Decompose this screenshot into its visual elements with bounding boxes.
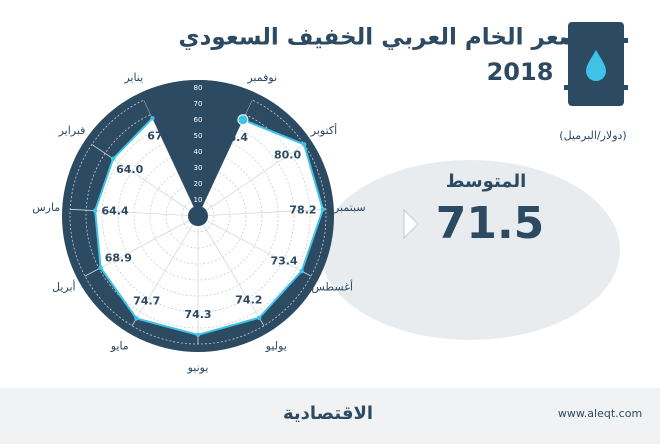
month-label: مايو: [110, 339, 129, 352]
footer-website: www.aleqt.com: [558, 407, 642, 420]
barrel-icon: [564, 22, 628, 106]
chart-title: سعر الخام العربي الخفيف السعودي: [179, 25, 582, 51]
grid-spoke: [131, 215, 199, 326]
grid-spoke: [197, 208, 326, 217]
grid-spoke: [197, 215, 312, 277]
point: [301, 142, 307, 147]
grid-circle: [165, 183, 231, 249]
background-map: [320, 160, 620, 340]
unit-label: (دولار/البرميل): [559, 129, 626, 142]
point: [240, 117, 246, 122]
month-label: أبريل: [52, 279, 76, 293]
axis-wedge: [140, 79, 256, 216]
grid-spoke: [91, 144, 199, 217]
point: [98, 265, 103, 270]
grid-spoke: [70, 208, 199, 217]
value-label: 80.0: [274, 149, 301, 162]
value-label: 74.2: [235, 294, 262, 307]
grid-spoke: [197, 215, 265, 326]
value-label: 66.4: [221, 131, 248, 144]
grid-spoke: [84, 215, 199, 277]
month-label: نوفمبر: [246, 71, 277, 84]
average-label: المتوسط: [446, 171, 527, 192]
radial-tick-label: 30: [194, 164, 203, 172]
point: [110, 156, 116, 161]
radial-tick-label: 20: [194, 180, 203, 188]
month-label: فبراير: [58, 124, 86, 137]
month-label: سبتمبر: [333, 201, 366, 214]
point: [92, 208, 98, 213]
value-label: 64.4: [102, 205, 129, 218]
month-label: يونيو: [187, 361, 209, 374]
average-value: 71.5: [436, 198, 545, 249]
grid-circle: [85, 103, 311, 329]
radial-tick-label: 50: [194, 132, 203, 140]
value-label: 74.7: [133, 294, 160, 307]
inner-area: [95, 118, 323, 335]
grid-circle: [101, 119, 295, 313]
radial-tick-label: 40: [194, 148, 203, 156]
month-label: يناير: [123, 71, 143, 84]
value-label: 74.3: [184, 308, 211, 321]
footer-band: [0, 388, 660, 444]
radial-tick-label: 10: [194, 196, 203, 204]
arrow-pointer: [403, 208, 419, 240]
radial-tick-label: 80: [194, 84, 203, 92]
center-dot: [188, 206, 208, 226]
point: [256, 315, 262, 320]
month-label: مارس: [32, 201, 60, 214]
value-label: 67.4: [147, 129, 174, 142]
radial-tick-label: 70: [194, 100, 203, 108]
point: [299, 268, 304, 274]
value-label: 73.4: [270, 255, 297, 268]
grid-spoke: [197, 144, 305, 217]
radial-tick-label: 60: [194, 116, 203, 124]
value-label: 64.0: [116, 163, 143, 176]
value-label: 78.2: [289, 203, 316, 216]
value-label: 68.9: [105, 251, 132, 264]
month-label: أكتوبر: [310, 123, 337, 137]
radar-chart: 0102030405060708067.4يناير64.0فبراير64.4…: [32, 71, 365, 374]
footer-brand: الاقتصادية: [283, 403, 373, 424]
chart-subtitle: 2018: [487, 58, 554, 86]
point: [150, 116, 155, 121]
point: [320, 207, 326, 212]
point: [134, 316, 139, 321]
month-label: أغسطس: [311, 279, 353, 293]
month-label: يوليو: [265, 339, 287, 352]
point: [195, 332, 201, 338]
